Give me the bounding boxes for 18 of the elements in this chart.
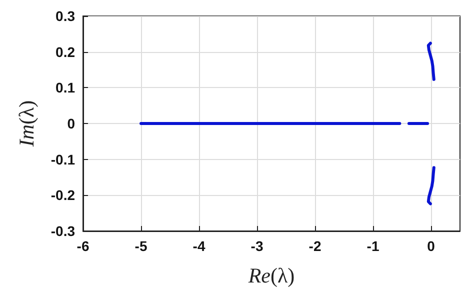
y-tick-label: -0.1 — [50, 151, 76, 168]
y-axis-title: Im(λ) — [14, 100, 38, 148]
x-axis-title: Re(λ) — [247, 264, 295, 288]
x-tick-label: -1 — [366, 238, 380, 254]
y-tick-label: 0.2 — [56, 44, 76, 60]
x-tick-label: 0 — [427, 238, 436, 254]
x-tick-label: -6 — [76, 238, 90, 254]
line-series — [426, 42, 436, 81]
y-tick-label: 0.1 — [56, 80, 76, 96]
y-tick-label: -0.2 — [50, 187, 76, 204]
line-series — [426, 166, 436, 206]
x-tick-label: -3 — [250, 238, 264, 254]
y-tick-label: 0 — [67, 116, 76, 132]
y-tick-label: -0.3 — [50, 223, 76, 239]
x-tick-label: -4 — [192, 238, 206, 254]
x-tick-label: -2 — [308, 238, 322, 254]
y-tick-label: 0.3 — [56, 8, 76, 24]
x-tick-label: -5 — [134, 238, 148, 254]
